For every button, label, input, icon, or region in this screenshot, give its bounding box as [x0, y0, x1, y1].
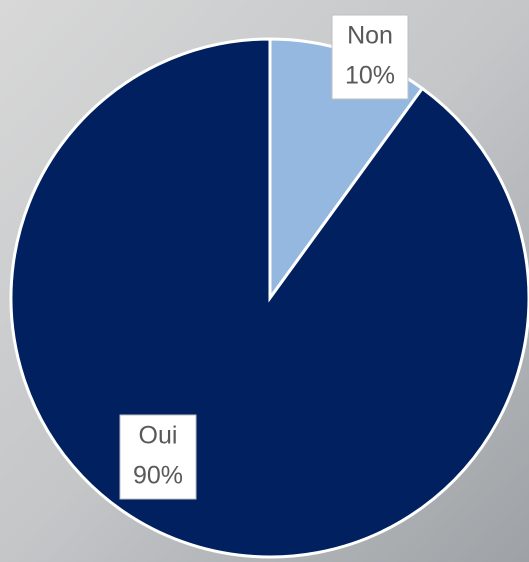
category-label: Non [347, 22, 393, 50]
category-label: Oui [139, 422, 178, 450]
chart: Non 10% Oui 90% [0, 0, 529, 562]
page: Non10%Oui90% (() => { const data = JSON.… [0, 0, 529, 562]
pie-slice [11, 39, 529, 557]
value-label: 10% [345, 62, 395, 90]
value-label: 90% [133, 462, 183, 490]
